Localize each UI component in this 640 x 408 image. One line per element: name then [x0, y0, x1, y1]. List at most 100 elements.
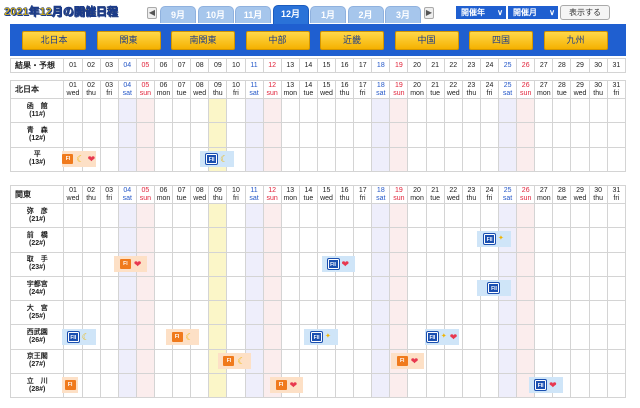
month-select[interactable]: 開催月 ∨ [508, 6, 558, 19]
result-day-link[interactable]: 07 [172, 58, 192, 73]
year-select[interactable]: 開催年 ∨ [456, 6, 506, 19]
result-day-link[interactable]: 05 [135, 58, 155, 73]
venue-cell[interactable]: 宇都宮 (24#) [9, 275, 65, 302]
result-day-link[interactable]: 24 [479, 58, 500, 73]
day-number: 11 [250, 81, 258, 89]
result-day-link[interactable]: 27 [534, 58, 554, 73]
grade-badge: FI [275, 380, 287, 391]
heart-icon: ❤ [133, 258, 142, 269]
region-button[interactable]: 近畿 [320, 31, 384, 50]
region-button[interactable]: 北日本 [22, 31, 86, 50]
race-event[interactable]: FI ☾ ❤ [62, 150, 96, 167]
result-day-link[interactable]: 30 [588, 58, 608, 73]
race-event[interactable]: FI ❤ [113, 255, 148, 272]
result-day-link[interactable]: 29 [570, 58, 590, 73]
schedule-cell [81, 227, 101, 253]
tab-month[interactable]: 10月 [197, 6, 234, 23]
schedule-cell [371, 348, 391, 375]
grade-badge: FI [171, 331, 183, 342]
result-day-link[interactable]: 03 [99, 58, 119, 73]
next-month-button[interactable]: ▶ [424, 7, 434, 19]
schedule-cell [226, 324, 246, 350]
race-event[interactable]: FI ☾ [165, 328, 200, 345]
schedule-cell [208, 227, 228, 253]
schedule-cell [244, 300, 264, 326]
kanto-schedule: 関東 01 wed 02 thu 03 fri 04 sat 05 sun 06 mon 07 tue 08 w… [9, 185, 627, 399]
region-button[interactable]: 南関東 [171, 31, 235, 50]
result-day-link[interactable]: 12 [262, 58, 282, 73]
day-number: 04 [123, 186, 132, 194]
day-header: 28 tue [552, 80, 572, 99]
race-event[interactable]: FI [62, 377, 79, 394]
venue-cell[interactable]: 立 川 (28#) [9, 373, 65, 399]
result-day-link[interactable]: 26 [516, 58, 536, 73]
result-day-link[interactable]: 19 [389, 58, 409, 73]
schedule-cell [153, 300, 174, 326]
result-day-link[interactable]: 17 [353, 58, 373, 73]
venue-cell[interactable]: 京王閣 (27#) [9, 348, 65, 375]
schedule-cell [407, 122, 427, 148]
day-header: 05 sun [135, 80, 155, 99]
race-event[interactable]: FII [477, 279, 511, 296]
prev-month-button[interactable]: ◀ [147, 7, 157, 19]
race-event[interactable]: FI ❤ [390, 352, 425, 369]
tab-month[interactable]: 12月 [272, 5, 309, 24]
schedule-cell [262, 348, 282, 375]
result-day-link[interactable]: 09 [208, 58, 228, 73]
tab-month[interactable]: 9月 [160, 6, 196, 23]
race-event[interactable]: FII ✦ [477, 231, 511, 248]
race-event[interactable]: FII ☾ [200, 150, 234, 167]
result-day-link[interactable]: 01 [63, 58, 83, 73]
race-event[interactable]: FI ☾ [217, 352, 252, 369]
region-button[interactable]: 九州 [543, 31, 608, 50]
tab-month[interactable]: 11月 [235, 6, 271, 23]
result-day-link[interactable]: 21 [425, 58, 445, 73]
venue-cell[interactable]: 前 橋 (22#) [9, 227, 65, 253]
schedule-cell [371, 251, 391, 277]
result-day-link[interactable]: 20 [407, 58, 427, 73]
result-day-link[interactable]: 13 [280, 58, 300, 73]
race-event[interactable]: FII ❤ [529, 377, 563, 394]
day-number: 05 [141, 186, 150, 194]
result-day-link[interactable]: 04 [117, 58, 137, 73]
venue-cell[interactable]: 西武園 (26#) [9, 324, 65, 350]
region-button[interactable]: 関東 [96, 31, 161, 50]
venue-cell[interactable]: 平 (13#) [9, 146, 65, 172]
result-day-link[interactable]: 11 [244, 58, 264, 73]
tab-month[interactable]: 2月 [347, 6, 384, 23]
show-button[interactable]: 表示する [560, 5, 610, 20]
region-button[interactable]: 四国 [469, 31, 533, 50]
result-day-link[interactable]: 25 [498, 58, 518, 73]
result-day-link[interactable]: 08 [190, 58, 210, 73]
result-day-link[interactable]: 23 [461, 58, 481, 73]
race-event[interactable]: FI ❤ [269, 377, 304, 394]
schedule-cell [353, 348, 373, 375]
schedule-cell [516, 324, 536, 350]
race-event[interactable]: FII ☾ [62, 328, 96, 345]
result-day-link[interactable]: 22 [443, 58, 463, 73]
result-day-link[interactable]: 18 [371, 58, 391, 73]
tab-month[interactable]: 3月 [385, 6, 421, 23]
result-day-link[interactable]: 02 [81, 58, 101, 73]
result-day-link[interactable]: 28 [552, 58, 572, 73]
result-day-link[interactable]: 06 [153, 58, 174, 73]
region-button[interactable]: 中部 [245, 31, 310, 50]
region-button[interactable]: 中国 [394, 31, 459, 50]
venue-cell[interactable]: 大 宮 (25#) [9, 300, 65, 326]
venue-cell[interactable]: 青 森 (12#) [9, 122, 65, 148]
result-day-link[interactable]: 16 [335, 58, 355, 73]
result-day-link[interactable]: 15 [316, 58, 337, 73]
race-event[interactable]: FII ✦ [304, 328, 338, 345]
race-event[interactable]: FII ✦ ❤ [425, 328, 459, 345]
weekday: thu [212, 194, 223, 202]
venue-cell[interactable]: 函 館 (11#) [9, 97, 65, 124]
result-day-link[interactable]: 10 [226, 58, 246, 73]
race-event[interactable]: FII ❤ [321, 255, 356, 272]
tab-month[interactable]: 1月 [310, 6, 346, 23]
venue-cell[interactable]: 弥 彦 (21#) [9, 202, 65, 229]
result-day-link[interactable]: 14 [298, 58, 318, 73]
venue-cell[interactable]: 取 手 (23#) [9, 251, 65, 277]
schedule-cell [335, 146, 355, 172]
result-day-link[interactable]: 31 [606, 58, 627, 73]
schedule-cell [262, 227, 282, 253]
